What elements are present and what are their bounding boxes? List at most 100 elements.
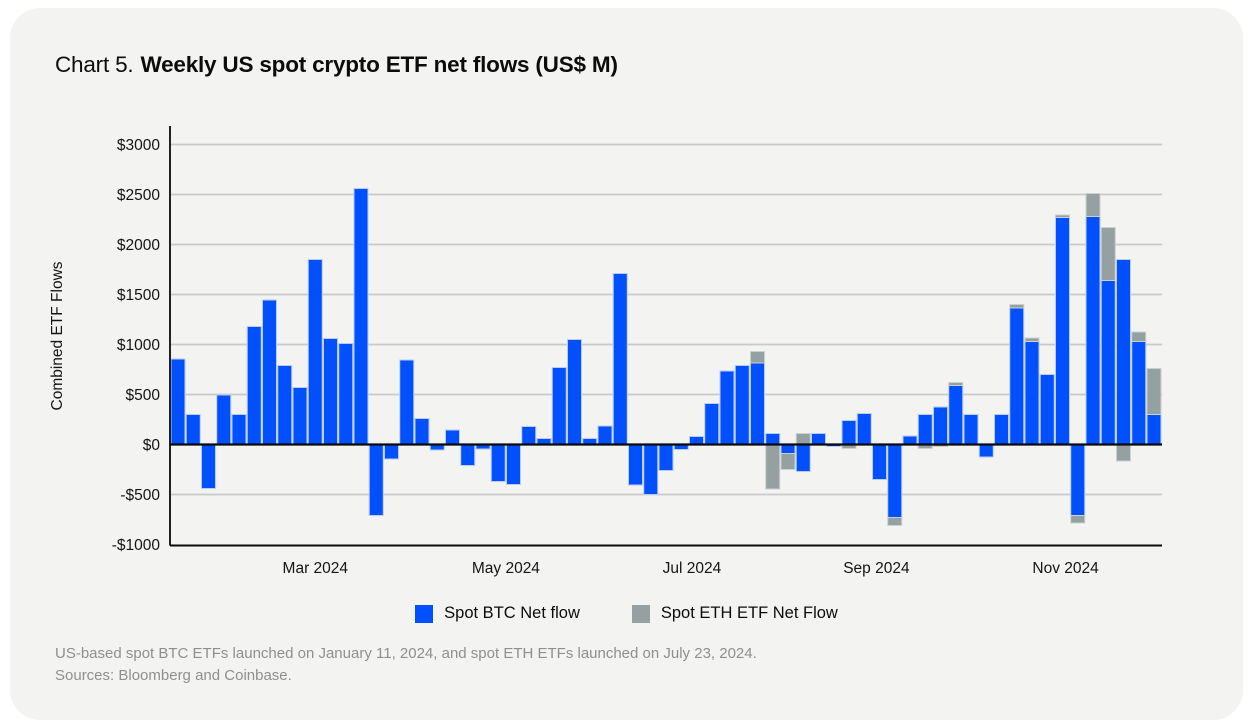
btc-color-swatch [415, 604, 434, 623]
bar-segment-btc [978, 444, 994, 458]
bar-segment-btc [658, 444, 674, 471]
bar-segment-btc [368, 444, 384, 516]
bar-segment-btc [277, 365, 293, 445]
y-tick-label: $500 [126, 387, 161, 404]
bar-segment-btc [1009, 307, 1025, 445]
bar-segment-btc [765, 433, 781, 445]
bar-segment-eth [1009, 304, 1025, 309]
bar-segment-eth [887, 517, 903, 526]
bar-segment-eth [1085, 193, 1101, 217]
bar-segment-btc [933, 406, 948, 445]
bar-segment-btc [506, 444, 521, 485]
bar-segment-btc [262, 299, 277, 445]
bar-segment-btc [795, 444, 811, 472]
bar-segment-btc [246, 326, 262, 445]
footnote-line-1: US-based spot BTC ETFs launched on Janua… [55, 645, 757, 662]
y-tick-label: $1500 [117, 287, 160, 304]
bar-segment-btc [1116, 259, 1131, 445]
bar-segment-btc [216, 394, 232, 445]
y-tick-label: -$1000 [112, 537, 161, 554]
bar-segment-btc [185, 414, 201, 445]
bar-segment-btc [307, 259, 323, 445]
chart-number: Chart 5. [55, 52, 134, 77]
legend-item-eth: Spot ETH ETF Net Flow [631, 604, 838, 623]
bar-segment-btc [1070, 444, 1086, 516]
bar-segment-eth [948, 382, 964, 386]
bar-segment-btc [1131, 341, 1147, 445]
legend-label-eth: Spot ETH ETF Net Flow [660, 604, 838, 622]
bar-segment-eth [1024, 337, 1040, 342]
bar-segment-eth [765, 444, 781, 490]
y-tick-label: $2500 [117, 187, 160, 204]
bar-segment-btc [460, 444, 476, 466]
bar-segment-btc [948, 385, 964, 445]
bar-segment-btc [384, 444, 399, 460]
legend-label-btc: Spot BTC Net flow [444, 604, 580, 622]
y-tick-label: $2000 [117, 237, 160, 254]
y-tick-label: -$500 [120, 487, 160, 504]
bar-segment-btc [399, 359, 415, 445]
x-tick-label: Jul 2024 [663, 560, 722, 577]
footnote-line-2: Sources: Bloomberg and Coinbase. [55, 667, 292, 684]
bar-segment-btc [567, 339, 582, 445]
bar-segment-btc [201, 444, 216, 489]
bar-segment-eth [795, 433, 811, 445]
bar-segment-btc [780, 444, 796, 454]
bar-segment-btc [643, 444, 659, 495]
bar-segment-btc [1100, 280, 1116, 445]
bar-segment-btc [917, 414, 933, 445]
footnote: US-based spot BTC ETFs launched on Janua… [55, 643, 757, 687]
y-tick-label: $3000 [117, 137, 160, 154]
x-tick-label: Sep 2024 [843, 560, 910, 577]
bar-segment-btc [719, 370, 735, 445]
bar-segment-eth [780, 453, 796, 470]
bar-segment-btc [1024, 341, 1040, 445]
bar-segment-btc [551, 367, 567, 445]
bar-segment-eth [1070, 515, 1086, 524]
bar-segment-btc [872, 444, 887, 480]
bar-segment-btc [521, 426, 537, 445]
bar-segment-btc [170, 358, 186, 445]
bar-segment-eth [1055, 214, 1070, 218]
bar-segment-btc [1039, 374, 1055, 445]
bar-segment-eth [1146, 368, 1162, 415]
bar-segment-btc [750, 362, 765, 445]
y-axis-title: Combined ETF Flows [49, 261, 66, 410]
bar-segment-btc [994, 414, 1009, 445]
y-tick-label: $1000 [117, 337, 160, 354]
x-tick-label: May 2024 [472, 560, 540, 577]
bar-segment-btc [1055, 217, 1070, 445]
x-tick-label: Mar 2024 [283, 560, 349, 577]
bar-segment-btc [292, 387, 308, 445]
x-tick-label: Nov 2024 [1032, 560, 1099, 577]
page-title: Chart 5. Weekly US spot crypto ETF net fl… [55, 52, 618, 78]
bar-segment-eth [1131, 331, 1147, 342]
bar-segment-btc [841, 420, 857, 445]
bar-segment-btc [414, 418, 430, 445]
bar-segment-btc [597, 425, 613, 445]
legend: Spot BTC Net flow Spot ETH ETF Net Flow [0, 604, 1253, 623]
bar-segment-btc [338, 343, 354, 445]
bar-segment-btc [1146, 414, 1162, 445]
bar-segment-btc [689, 436, 704, 445]
bar-segment-btc [887, 444, 903, 518]
bar-segment-btc [856, 413, 872, 445]
bar-segment-eth [1116, 444, 1131, 462]
bar-segment-btc [612, 273, 628, 445]
bar-segment-btc [963, 414, 979, 445]
bar-segment-eth [1100, 227, 1116, 281]
bar-segment-btc [628, 444, 643, 486]
bar-segment-btc [490, 444, 506, 482]
bar-segment-btc [734, 365, 750, 445]
bar-segment-eth [750, 351, 765, 364]
chart-title-text: Weekly US spot crypto ETF net flows (US$… [140, 52, 618, 77]
bar-segment-btc [353, 188, 369, 445]
bar-segment-btc [902, 435, 918, 445]
y-tick-label: $0 [143, 437, 161, 454]
bar-segment-btc [1085, 216, 1101, 445]
bar-segment-btc [231, 414, 247, 445]
bar-segment-btc [445, 429, 460, 445]
bar-segment-btc [811, 433, 826, 445]
